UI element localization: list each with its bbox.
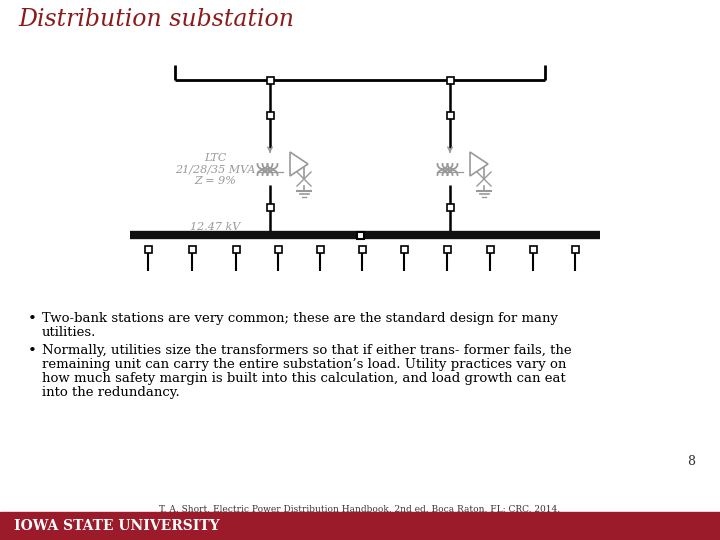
Text: LTC: LTC	[204, 153, 226, 163]
Bar	[446, 204, 454, 211]
Text: •: •	[28, 312, 37, 326]
Polygon shape	[290, 152, 308, 176]
Bar	[572, 246, 578, 253]
Bar	[145, 246, 151, 253]
Bar	[274, 246, 282, 253]
Text: 12.47 kV: 12.47 kV	[190, 222, 240, 232]
Text: 21/28/35 MVA: 21/28/35 MVA	[175, 165, 255, 175]
Bar	[233, 246, 240, 253]
Text: how much safety margin is built into this calculation, and load growth can eat: how much safety margin is built into thi…	[42, 372, 566, 385]
Bar	[400, 246, 408, 253]
Text: 8: 8	[687, 455, 695, 468]
Text: IOWA STATE UNIVERSITY: IOWA STATE UNIVERSITY	[14, 519, 220, 533]
Bar	[446, 77, 454, 84]
Bar	[266, 204, 274, 211]
Bar	[266, 111, 274, 118]
Bar	[529, 246, 536, 253]
Bar	[359, 246, 366, 253]
Bar	[0, 512, 720, 540]
Text: Normally, utilities size the transformers so that if either trans- former fails,: Normally, utilities size the transformer…	[42, 344, 572, 357]
Text: Z = 9%: Z = 9%	[194, 176, 236, 186]
Bar	[446, 111, 454, 118]
Text: into the redundancy.: into the redundancy.	[42, 386, 180, 399]
Text: Distribution substation: Distribution substation	[18, 8, 294, 31]
Bar	[487, 246, 493, 253]
Polygon shape	[470, 152, 488, 176]
Bar	[356, 232, 364, 239]
Text: utilities.: utilities.	[42, 326, 96, 339]
Text: Two-bank stations are very common; these are the standard design for many: Two-bank stations are very common; these…	[42, 312, 558, 325]
Bar	[444, 246, 451, 253]
Bar	[266, 77, 274, 84]
Bar	[317, 246, 323, 253]
Text: •: •	[28, 344, 37, 358]
Bar	[189, 246, 196, 253]
Text: T. A. Short, Electric Power Distribution Handbook, 2nd ed. Boca Raton, FL: CRC, : T. A. Short, Electric Power Distribution…	[159, 505, 561, 514]
Text: remaining unit can carry the entire substation’s load. Utility practices vary on: remaining unit can carry the entire subs…	[42, 358, 567, 371]
